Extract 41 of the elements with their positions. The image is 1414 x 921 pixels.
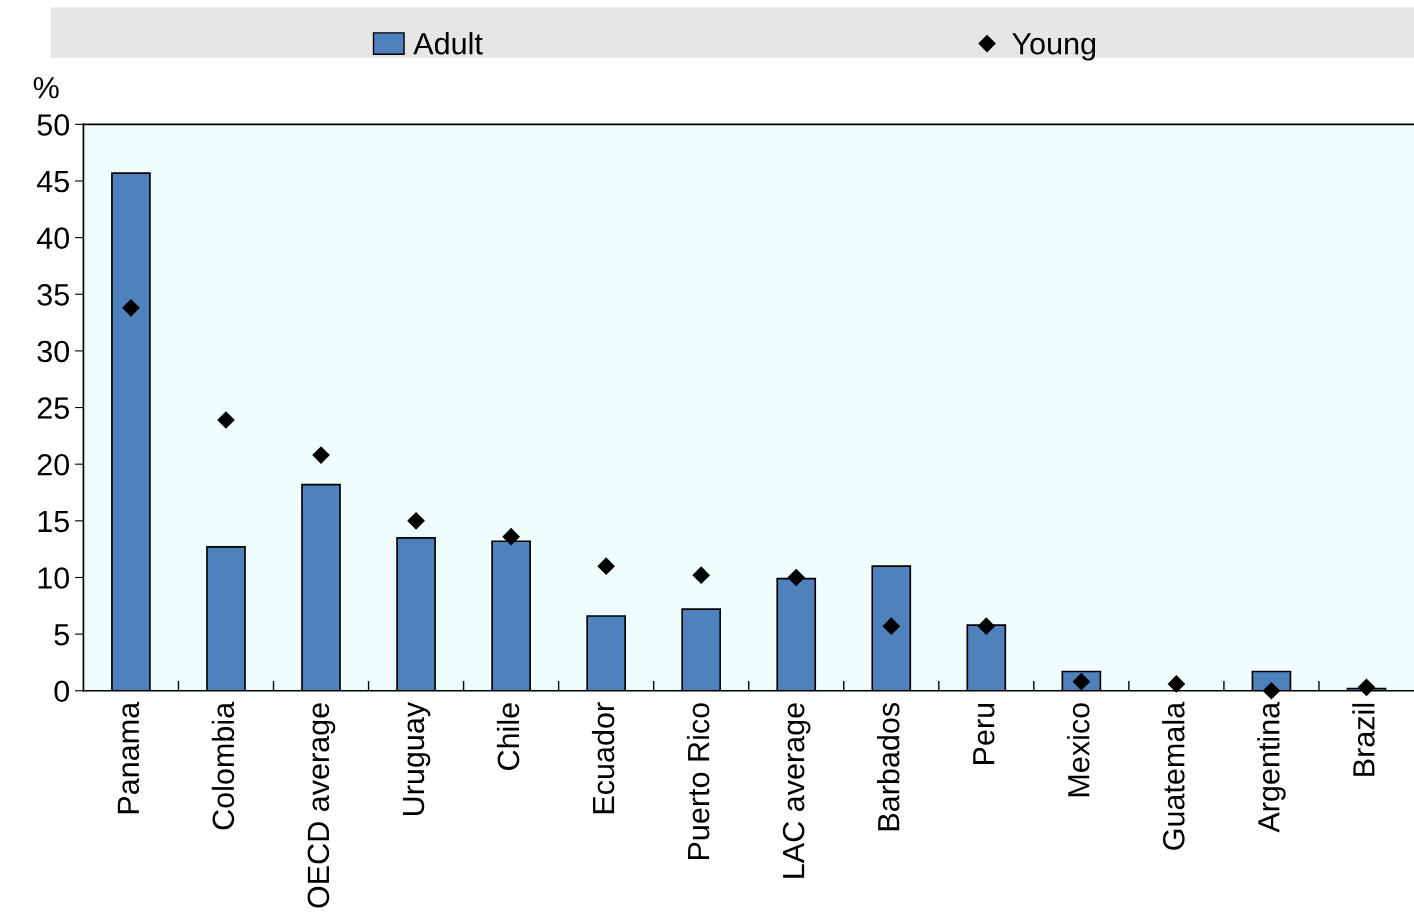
y-tick-label: 50 [37, 114, 70, 136]
point [1167, 675, 1185, 693]
x-tick-label: Barbados [877, 702, 900, 831]
point [692, 566, 710, 584]
x-tick-label: Chile [496, 703, 520, 770]
x-tick-label: Peru [973, 703, 995, 764]
y-tick-label: 45 [36, 171, 69, 193]
x-tick-label: Argentina [1257, 701, 1286, 833]
point [122, 299, 140, 317]
legend-label: Young [1012, 33, 1096, 61]
y-tick-label: 20 [37, 453, 70, 476]
y-tick-label: 0 [54, 680, 70, 703]
y-axis-title: % [33, 76, 59, 99]
y-tick-label: 30 [37, 340, 70, 363]
x-tick-label: OECD average [307, 703, 336, 908]
y-tick-label: 5 [54, 624, 69, 646]
y-tick-label: 40 [36, 227, 70, 249]
point [1262, 682, 1280, 700]
x-tick-label: Uruguay [402, 701, 431, 815]
legend-label: Adult [413, 32, 483, 55]
point [407, 512, 425, 530]
point [217, 411, 235, 429]
y-tick-label: 10 [38, 567, 70, 589]
y-tick-label: 35 [37, 283, 69, 306]
x-tick-label: Puerto Rico [686, 703, 710, 859]
x-tick-label: LAC average [782, 703, 811, 878]
point [1357, 678, 1376, 696]
x-tick-label: Panama [117, 701, 140, 814]
point [882, 617, 900, 635]
x-tick-label: Mexico [1067, 703, 1090, 797]
point [312, 446, 330, 464]
y-tick-label: 15 [38, 510, 69, 533]
y-tick-label: 25 [37, 397, 69, 419]
x-tick-label: Brazil [1352, 703, 1375, 776]
point [502, 528, 520, 546]
point [597, 557, 615, 575]
x-tick-label: Colombia [211, 701, 235, 830]
point [787, 568, 805, 587]
point [977, 617, 995, 635]
x-tick-label: Ecuador [591, 702, 615, 814]
x-tick-label: Guatemala [1162, 701, 1185, 850]
